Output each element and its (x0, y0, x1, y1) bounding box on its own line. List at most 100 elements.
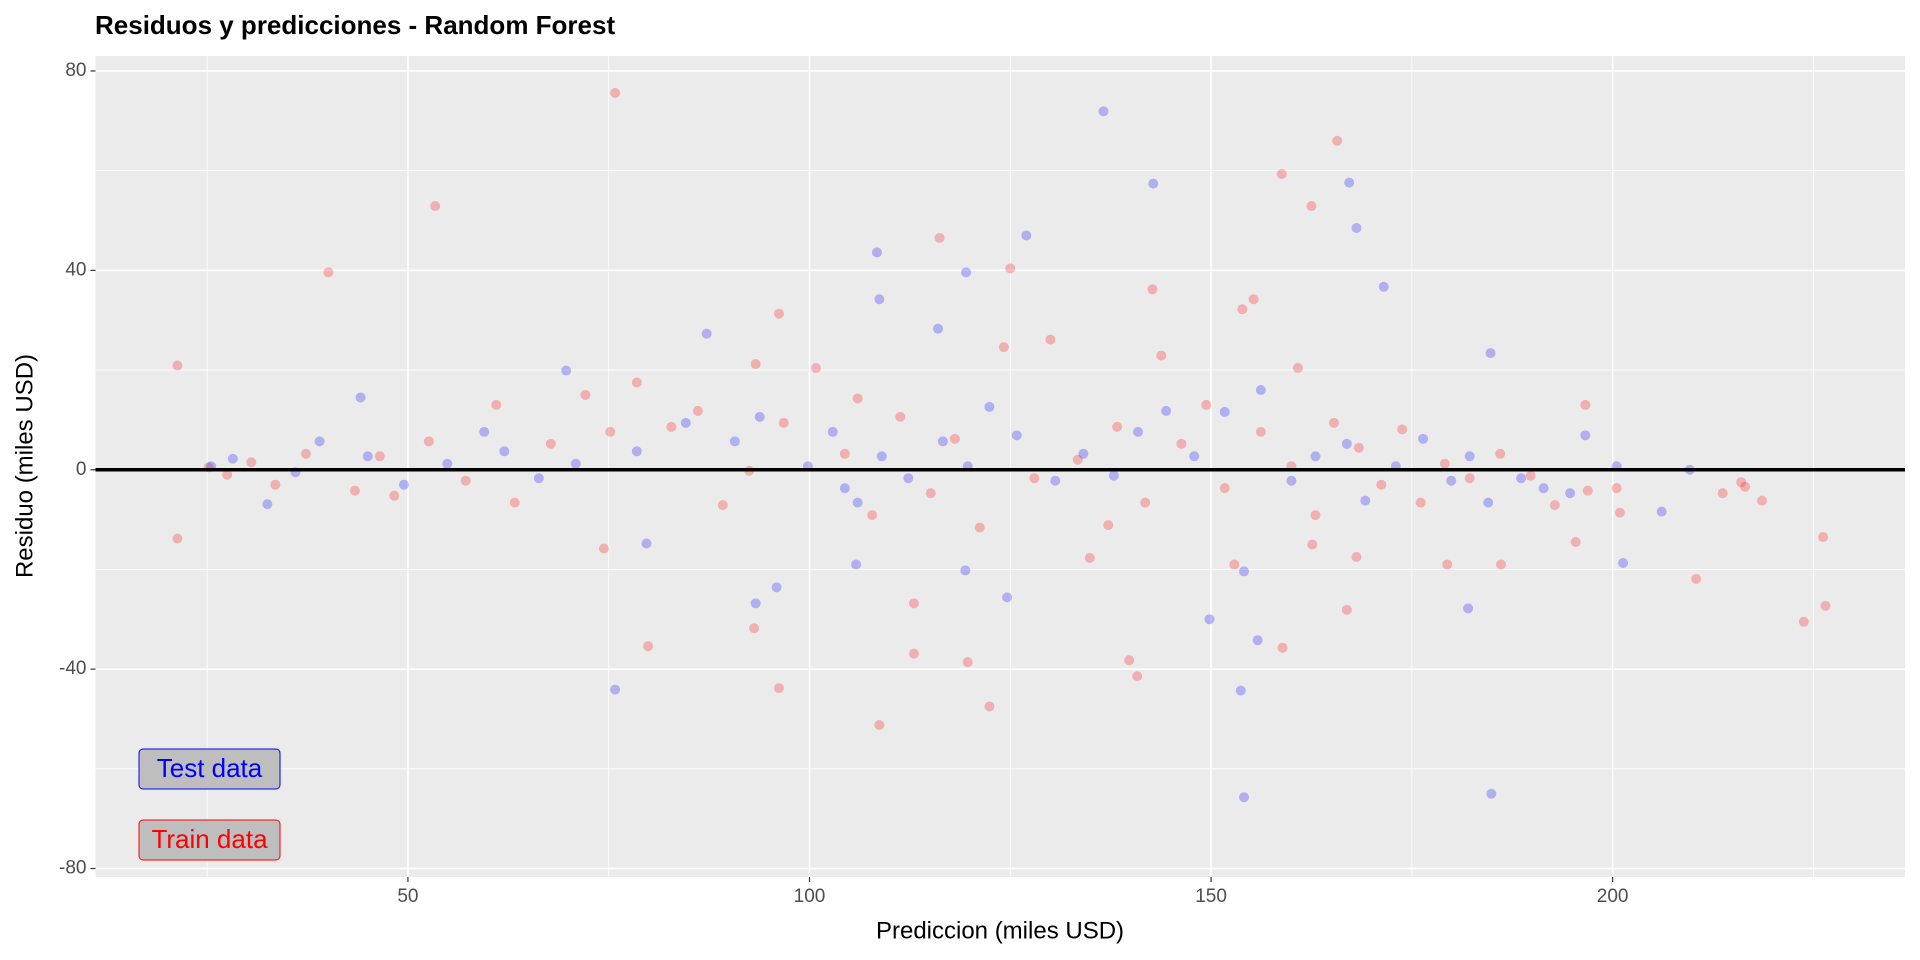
point (1237, 304, 1248, 315)
point (1351, 551, 1362, 562)
point (1176, 438, 1187, 449)
legend-label: Test data (157, 753, 263, 783)
point (314, 436, 325, 447)
point (479, 426, 490, 437)
point (839, 448, 850, 459)
point (1717, 488, 1728, 499)
point (499, 446, 510, 457)
point (1045, 334, 1056, 345)
point (773, 683, 784, 694)
point (262, 499, 273, 510)
point (1740, 481, 1751, 492)
point (1306, 201, 1317, 212)
point (442, 458, 453, 469)
point (1112, 421, 1123, 432)
point (1618, 557, 1629, 568)
point (908, 598, 919, 609)
point (1495, 448, 1506, 459)
point (1464, 451, 1475, 462)
y-tick-label: 40 (65, 259, 86, 280)
point (1103, 520, 1114, 531)
point (1580, 430, 1591, 441)
point (374, 451, 385, 462)
point (750, 359, 761, 370)
point (852, 393, 863, 404)
point (349, 485, 360, 496)
point (1397, 424, 1408, 435)
point (874, 294, 885, 305)
point (1341, 438, 1352, 449)
point (1132, 426, 1143, 437)
point (246, 457, 257, 468)
point (1485, 348, 1496, 359)
point (1483, 497, 1494, 508)
point (949, 433, 960, 444)
point (631, 446, 642, 457)
point (1248, 294, 1259, 305)
point (509, 497, 520, 508)
point (1011, 430, 1022, 441)
point (491, 399, 502, 410)
x-axis-title: Prediccion (miles USD) (876, 917, 1124, 944)
x-tick-label: 200 (1597, 886, 1629, 907)
point (962, 657, 973, 668)
point (355, 392, 366, 403)
chart-title: Residuos y predicciones - Random Forest (95, 10, 615, 40)
point (1310, 451, 1321, 462)
point (1418, 433, 1429, 444)
point (876, 451, 887, 462)
point (1307, 539, 1318, 550)
point (903, 473, 914, 484)
point (961, 267, 972, 278)
point (1140, 497, 1151, 508)
point (908, 648, 919, 659)
point (1736, 477, 1747, 488)
point (1614, 507, 1625, 518)
point (1415, 497, 1426, 508)
point (1029, 473, 1040, 484)
point (701, 328, 712, 339)
point (610, 684, 621, 695)
y-tick-label: 0 (76, 459, 87, 480)
point (1525, 470, 1536, 481)
point (1078, 448, 1089, 459)
point (389, 490, 400, 501)
point (750, 598, 761, 609)
point (1464, 473, 1475, 484)
point (1378, 281, 1389, 292)
point (545, 438, 556, 449)
point (1189, 451, 1200, 462)
point (773, 308, 784, 319)
point (1798, 616, 1809, 627)
point (717, 500, 728, 511)
point (570, 458, 581, 469)
point (1353, 442, 1364, 453)
point (1341, 604, 1352, 615)
point (1351, 222, 1362, 233)
point (827, 426, 838, 437)
point (398, 479, 409, 490)
point (1201, 399, 1212, 410)
point (810, 363, 821, 374)
point (974, 522, 985, 533)
x-tick-label: 100 (794, 886, 826, 907)
point (270, 479, 281, 490)
point (771, 582, 782, 593)
point (1204, 614, 1215, 625)
point (598, 543, 609, 554)
point (172, 360, 183, 371)
point (1229, 559, 1240, 570)
point (778, 417, 789, 428)
point (1656, 506, 1667, 517)
point (1124, 655, 1135, 666)
point (1486, 788, 1497, 799)
point (749, 623, 760, 634)
point (460, 475, 471, 486)
point (631, 377, 642, 388)
point (1098, 106, 1109, 117)
series-points (206, 106, 1695, 803)
point (1360, 495, 1371, 506)
point (874, 719, 885, 730)
point (430, 201, 441, 212)
point (1219, 406, 1230, 417)
